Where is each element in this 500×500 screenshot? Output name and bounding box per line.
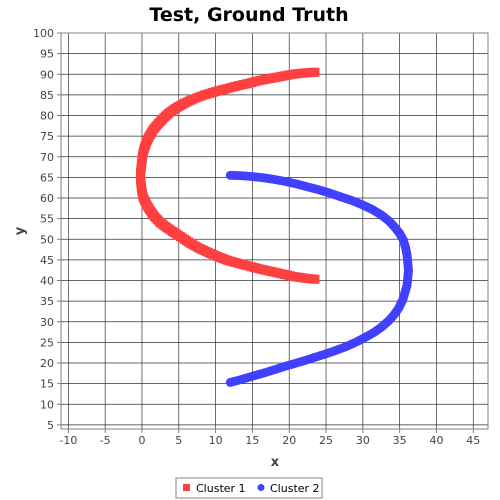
y-tick-label: 20 [40,357,54,370]
x-axis: -10 -5 0 5 10 15 20 25 30 35 40 45 [59,429,480,447]
legend-box [175,477,323,499]
plot-border [60,32,489,430]
y-tick-label: 90 [40,68,54,81]
y-tick-label: 65 [40,171,54,184]
legend-cluster-1-label: Cluster 1 [196,482,246,495]
x-tick-label: 15 [245,434,259,447]
legend: Cluster 1 Cluster 2 [175,477,323,499]
y-tick-label: 75 [40,130,54,143]
x-tick-label: 5 [175,434,182,447]
x-tick-label: 20 [282,434,296,447]
legend-cluster-1-marker [183,484,190,491]
x-tick-label: 30 [356,434,370,447]
x-tick-label: 0 [138,434,145,447]
legend-cluster-2-marker [257,484,265,491]
x-tick-label: -5 [100,434,111,447]
y-tick-label: 25 [40,336,54,349]
series-cluster-2 [225,170,413,387]
x-axis-label: x [271,455,280,470]
y-tick-label: 100 [33,27,54,40]
series-cluster-1 [136,67,320,284]
x-tick-label: 25 [319,434,333,447]
legend-cluster-2-label: Cluster 2 [270,482,320,495]
data-point [310,274,320,284]
x-tick-label: 40 [429,434,443,447]
y-axis: 5 10 15 20 25 30 35 40 45 50 55 60 65 70 75 80 85 90 95 100 [33,27,61,432]
y-tick-label: 35 [40,295,54,308]
data-point [225,377,235,387]
x-tick-label: 35 [393,434,407,447]
x-tick-label: -10 [59,434,77,447]
y-tick-label: 45 [40,254,54,267]
x-tick-label: 10 [209,434,223,447]
y-tick-label: 85 [40,89,54,102]
y-tick-label: 30 [40,316,54,329]
y-tick-label: 55 [40,213,54,226]
y-tick-label: 95 [40,48,54,61]
chart-title: Test, Ground Truth [149,4,348,26]
y-tick-label: 10 [40,398,54,411]
y-tick-label: 5 [47,419,54,432]
y-tick-label: 80 [40,110,54,123]
y-tick-label: 50 [40,233,54,246]
y-tick-label: 40 [40,275,54,288]
x-tick-label: 45 [466,434,480,447]
y-tick-label: 15 [40,378,54,391]
y-axis-label: y [13,226,28,235]
y-tick-label: 70 [40,151,54,164]
data-points [136,67,413,387]
y-tick-label: 60 [40,192,54,205]
